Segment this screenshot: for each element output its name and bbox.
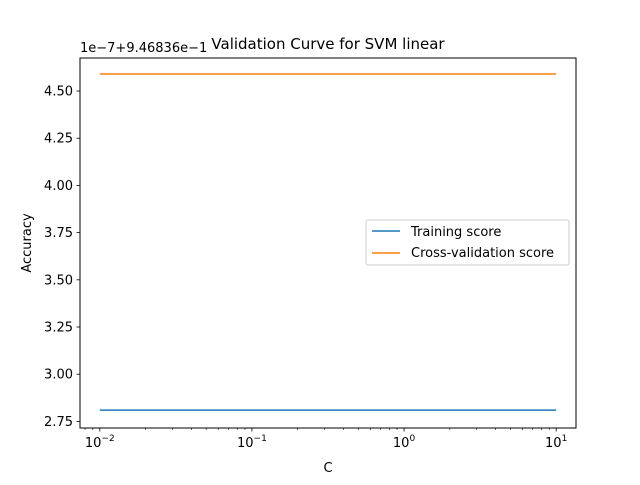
- x-axis-label: C: [323, 461, 332, 476]
- chart-title: Validation Curve for SVM linear: [211, 35, 445, 53]
- y-tick-label: 2.75: [44, 415, 73, 430]
- y-offset-text: 1e−7+9.46836e−1: [80, 41, 207, 56]
- legend-frame: [365, 219, 570, 266]
- y-axis-ticks: 2.75 3.00 3.25 3.50 3.75 4.00 4.25 4.50: [44, 85, 80, 430]
- legend-label-cross-validation-score: Cross-validation score: [411, 246, 554, 261]
- y-tick-label: 3.00: [44, 368, 73, 383]
- y-tick-label: 4.00: [44, 179, 73, 194]
- y-tick-label: 3.75: [44, 226, 73, 241]
- series-layer: [99, 73, 557, 411]
- y-tick-label: 3.25: [44, 321, 73, 336]
- y-axis-label: Accuracy: [20, 213, 35, 273]
- y-tick-label: 4.25: [44, 132, 73, 147]
- plot-frame: [79, 57, 577, 429]
- y-tick-label: 3.50: [44, 273, 73, 288]
- legend-label-training-score: Training score: [410, 225, 501, 240]
- legend: Training score Cross-validation score: [365, 219, 570, 266]
- y-tick-label: 4.50: [44, 85, 73, 100]
